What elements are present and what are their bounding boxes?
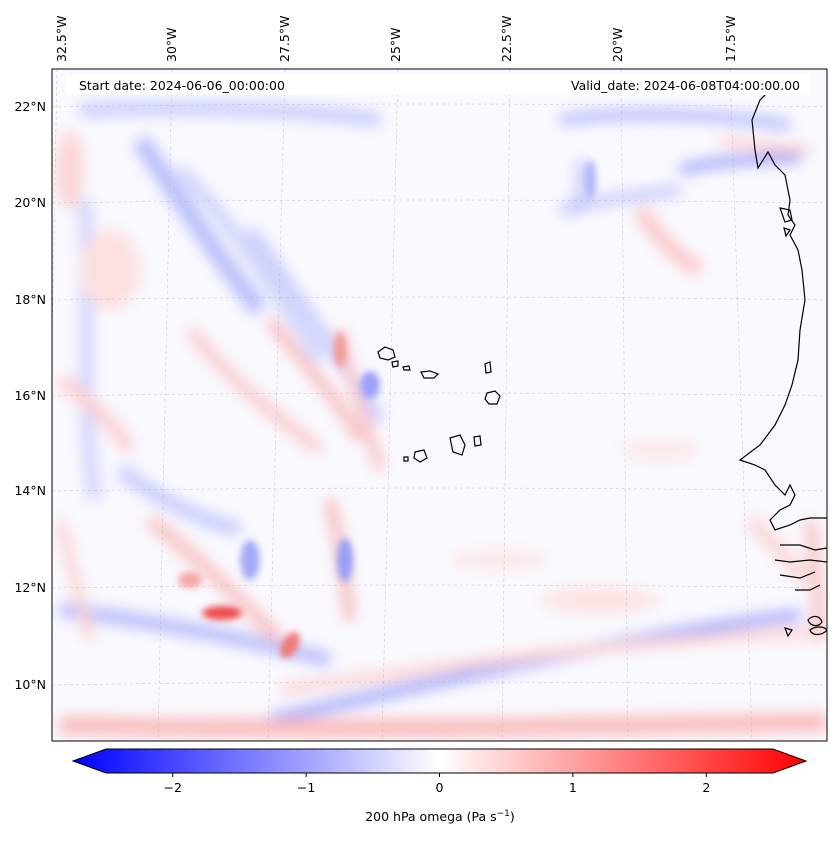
colorbar-tick-label: 0 [436, 780, 444, 795]
latitude-labels: 22°N 20°N 18°N 16°N 14°N 12°N 10°N [14, 99, 46, 692]
colorbar-label: 200 hPa omega (Pa s−1) [365, 809, 515, 824]
colorbar-tick-label: 2 [702, 780, 710, 795]
omega-anomalies [55, 101, 827, 737]
start-date-label: Start date: 2024-06-06_00:00:00 [79, 78, 285, 93]
lat-label-12n: 12°N [14, 580, 46, 595]
lat-label-16n: 16°N [14, 388, 46, 403]
coastlines [377, 89, 827, 638]
colorbar-ticks: −2 −1 0 1 2 [163, 773, 710, 795]
lat-label-18n: 18°N [14, 292, 46, 307]
lon-label-25w: 25°W [388, 27, 403, 62]
colorbar-body [71, 748, 808, 774]
lon-label-32-5w: 32.5°W [54, 16, 69, 62]
cape-verde-islands [377, 346, 396, 361]
lon-label-20w: 20°W [610, 27, 625, 62]
africa-coastline [738, 89, 827, 531]
lat-label-20n: 20°N [14, 195, 46, 210]
colorbar: −2 −1 0 1 2 200 hPa omega (Pa s−1) [71, 748, 808, 824]
lon-label-22-5w: 22.5°W [499, 16, 514, 62]
colorbar-tick-label: −2 [163, 780, 181, 795]
header-strip [66, 75, 811, 95]
lon-label-27-5w: 27.5°W [277, 16, 292, 62]
lon-label-17-5w: 17.5°W [723, 16, 738, 62]
valid-date-label: Valid_date: 2024-06-08T04:00:00.00 [571, 78, 800, 93]
graticule [52, 69, 827, 741]
omega-peaks [178, 160, 596, 658]
colorbar-tick-label: −1 [297, 780, 315, 795]
omega-field [52, 69, 827, 741]
colorbar-tick-label: 1 [569, 780, 577, 795]
map-frame [51, 68, 828, 742]
longitude-labels: 32.5°W 30°W 27.5°W 25°W 22.5°W 20°W 17.5… [54, 16, 738, 62]
lat-label-14n: 14°N [14, 483, 46, 498]
lon-label-30w: 30°W [164, 27, 179, 62]
lat-label-10n: 10°N [14, 677, 46, 692]
lat-label-22n: 22°N [14, 99, 46, 114]
